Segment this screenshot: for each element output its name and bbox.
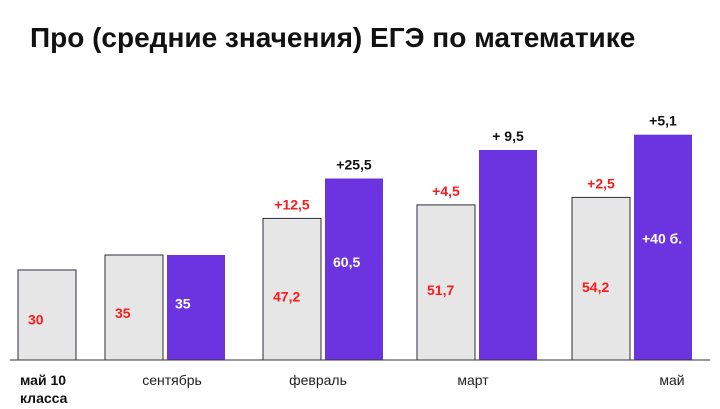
bar-value-label: 35: [175, 295, 191, 311]
category-label: февраль: [289, 372, 347, 388]
category-label: май 10 класса: [20, 372, 68, 406]
bar-delta-label: +25,5: [336, 157, 372, 173]
bar-value-label: 35: [115, 305, 131, 321]
bar-value-label: +40 б.: [642, 230, 682, 246]
bar-value-label: 60,5: [333, 254, 360, 270]
gray-bar: [17, 269, 77, 361]
category-label: сентябрь: [142, 372, 202, 388]
bar-value-label: 47,2: [273, 288, 300, 304]
category-label: май: [659, 372, 684, 388]
gray-bar: [104, 254, 164, 361]
purple-bar: [325, 178, 383, 360]
category-label: март: [457, 372, 489, 388]
bar-value-label: 30: [28, 312, 44, 328]
bar-delta-label: +5,1: [649, 113, 677, 129]
bar-delta-label: + 9,5: [492, 128, 524, 144]
bar-value-label: 51,7: [427, 282, 454, 298]
purple-bar: [479, 150, 537, 360]
bar-value-label: 54,2: [582, 279, 609, 295]
bar-delta-label: +4,5: [432, 183, 460, 199]
chart-title: Про (средние значения) ЕГЭ по математике: [30, 22, 636, 53]
purple-bar: [167, 255, 225, 360]
purple-bar: [634, 134, 692, 360]
bar-delta-label: +12,5: [274, 196, 310, 212]
bar-delta-label: +2,5: [587, 175, 615, 191]
